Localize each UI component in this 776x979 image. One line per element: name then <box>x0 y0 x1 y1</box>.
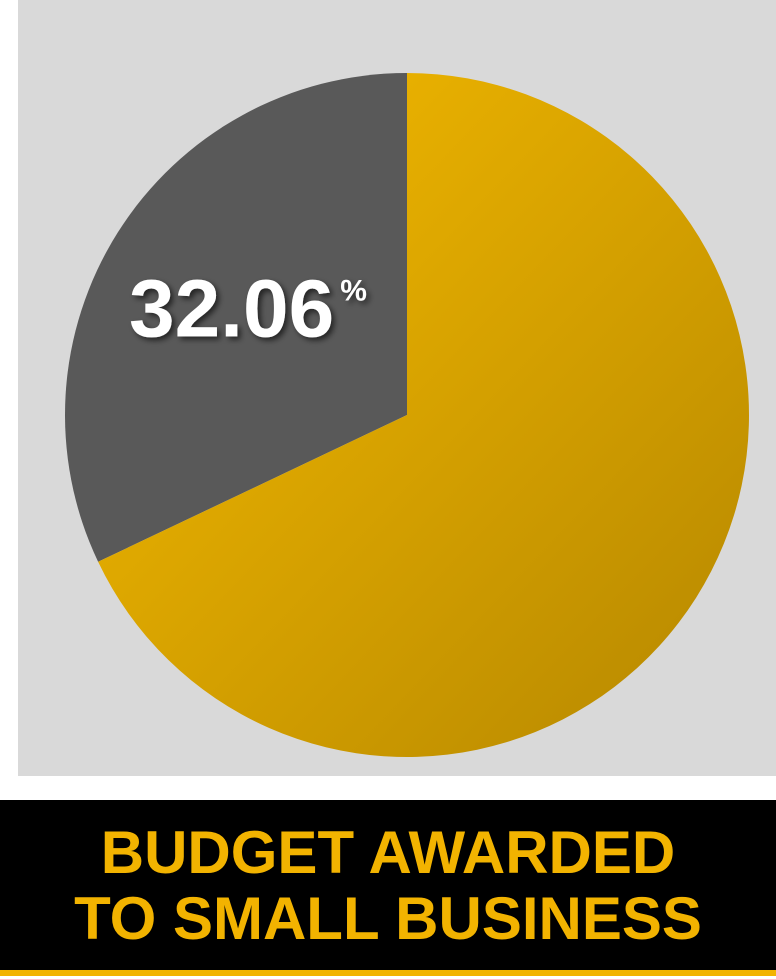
pie-slice <box>98 73 749 757</box>
value-label: 32.06% <box>129 263 367 354</box>
chart: 32.06% <box>64 73 749 757</box>
chart-title: BUDGET AWARDED <box>100 819 676 886</box>
pie-slice <box>64 73 408 562</box>
chart-title: TO SMALL BUSINESS <box>74 885 702 952</box>
title-band: BUDGET AWARDED TO SMALL BUSINESS <box>0 800 776 976</box>
